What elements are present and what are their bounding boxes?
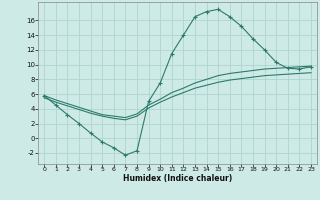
X-axis label: Humidex (Indice chaleur): Humidex (Indice chaleur) [123,174,232,183]
